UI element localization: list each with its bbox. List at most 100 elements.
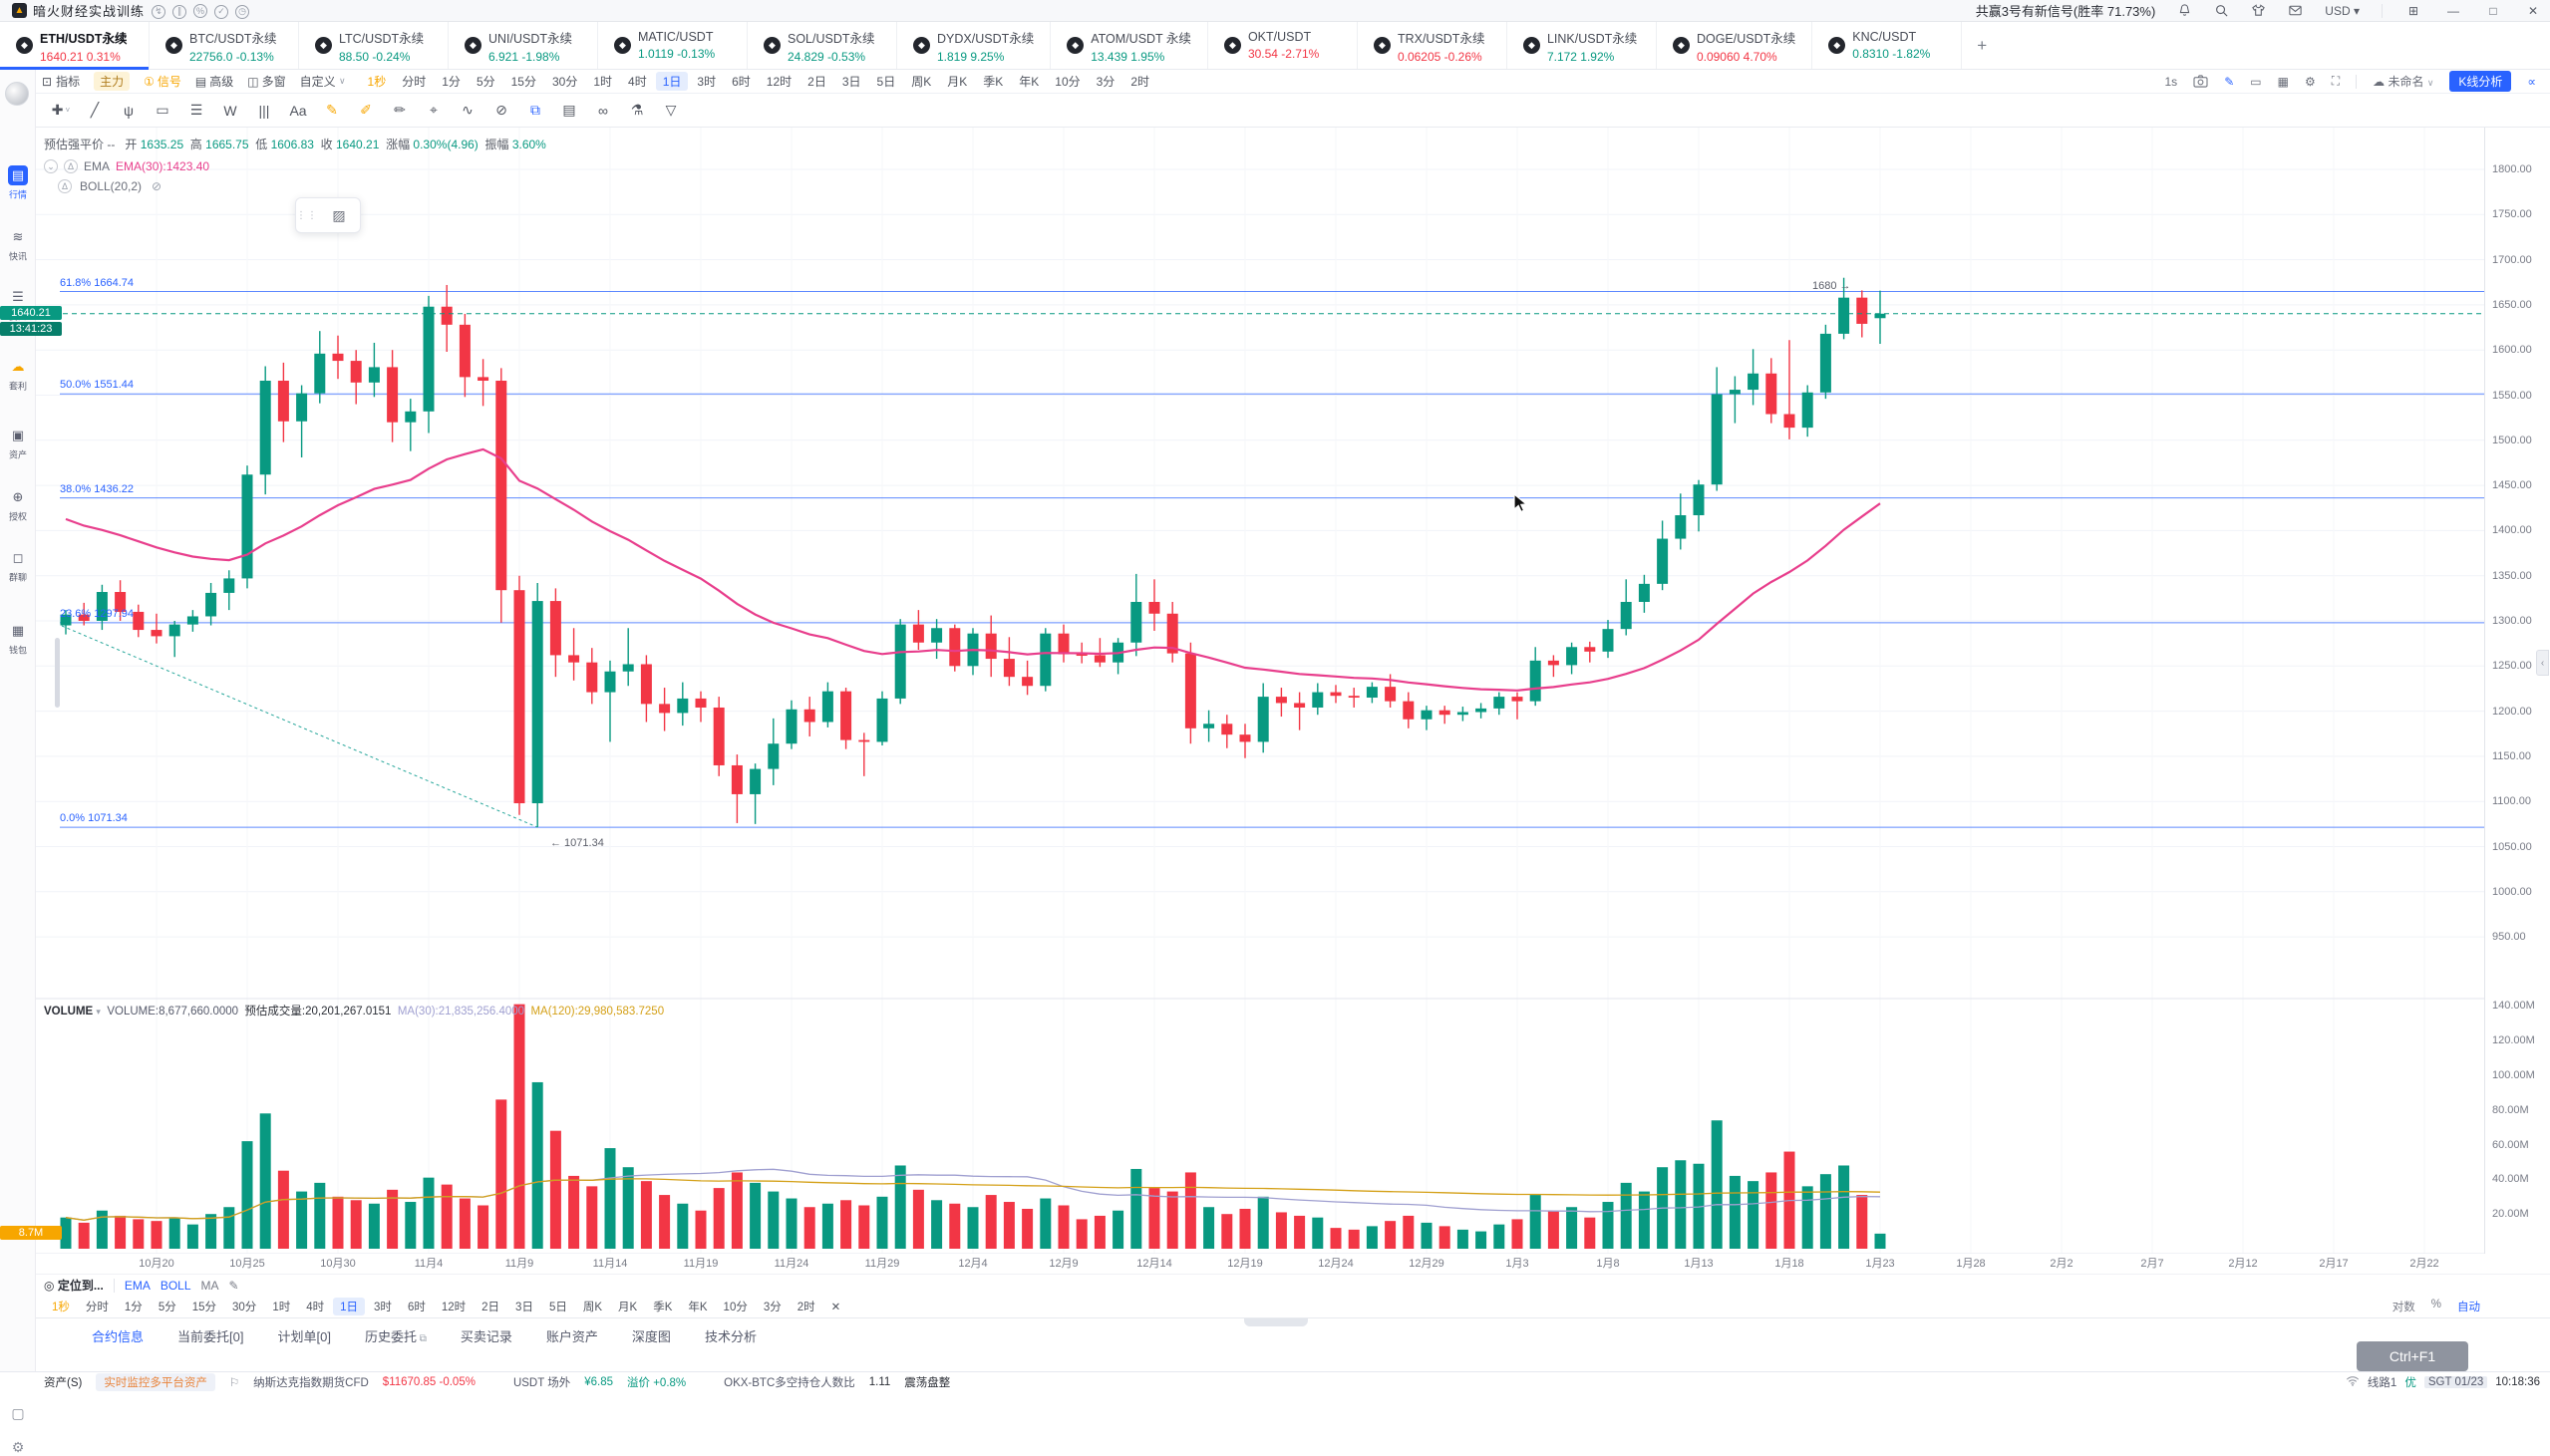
timeframe-3时[interactable]: 3时 <box>697 75 717 89</box>
symbol-tab[interactable]: ◆ BTC/USDT永续 22756.0 -0.13% <box>150 22 299 69</box>
close-timeframes-icon[interactable]: ✕ <box>830 1302 841 1313</box>
date-tick-label[interactable]: 1月23 <box>1865 1258 1895 1270</box>
date-tick-label[interactable]: 2月7 <box>2140 1258 2164 1270</box>
panel-collapse-handle[interactable]: ‹ <box>2536 650 2549 676</box>
drag-handle-icon[interactable]: ⋮⋮ <box>296 209 318 221</box>
pen-tool[interactable]: ✏ <box>385 98 415 124</box>
date-tick-label[interactable]: 12月9 <box>1049 1258 1079 1270</box>
symbol-tab[interactable]: ◆ LINK/USDT永续 7.172 1.92% <box>1507 22 1657 69</box>
crosshair-tool[interactable]: ✚ ˅ <box>46 98 76 124</box>
price-tick-label[interactable]: 1300.00 <box>2492 615 2532 627</box>
timeframe-30分[interactable]: 30分 <box>232 1302 257 1313</box>
timeframe-分时[interactable]: 分时 <box>85 1302 109 1313</box>
timeframe-3时[interactable]: 3时 <box>374 1302 392 1313</box>
pane-scrollbar[interactable] <box>55 638 60 708</box>
custom-dropdown[interactable]: 自定义 ∨ <box>299 75 346 89</box>
magnet-tool[interactable]: ⌖ <box>419 98 449 124</box>
auto-scale-toggle[interactable]: 自动 <box>2457 1302 2480 1313</box>
cloud-layout[interactable]: ☁ 未命名 ∨ <box>2373 75 2434 89</box>
mail-icon[interactable] <box>2288 3 2303 18</box>
advanced-button[interactable]: ▤ 高级 <box>194 74 234 90</box>
price-tick-label[interactable]: 1800.00 <box>2492 163 2532 175</box>
timeframe-年K[interactable]: 年K <box>688 1302 708 1313</box>
frame-icon[interactable]: ▭ <box>2250 74 2262 89</box>
date-tick-label[interactable]: 2月12 <box>2228 1258 2258 1270</box>
timeframe-2时[interactable]: 2时 <box>797 1302 815 1313</box>
price-tick-label[interactable]: 1150.00 <box>2492 749 2531 762</box>
link-tool[interactable]: ∞ <box>588 98 618 124</box>
timeframe-季K[interactable]: 季K <box>653 1302 673 1313</box>
candlestick-chart[interactable] <box>36 128 2484 1254</box>
volume-tick-label[interactable]: 60.00M <box>2492 1138 2529 1151</box>
date-tick-label[interactable]: 2月2 <box>2050 1258 2073 1270</box>
timeframe-5分[interactable]: 5分 <box>476 75 495 89</box>
indicator-alert-icon[interactable]: Δ <box>58 179 72 193</box>
price-tick-label[interactable]: 1700.00 <box>2492 253 2532 266</box>
timeframe-1时[interactable]: 1时 <box>593 75 613 89</box>
edit-pencil-icon[interactable]: ✎ <box>2224 74 2235 89</box>
timeframe-15分[interactable]: 15分 <box>510 75 536 89</box>
date-tick-label[interactable]: 12月29 <box>1409 1258 1444 1270</box>
date-tick-label[interactable]: 10月20 <box>139 1258 174 1270</box>
timeframe-周K[interactable]: 周K <box>911 75 932 89</box>
pin-tool[interactable]: ✐ <box>351 98 381 124</box>
timeframe-1分[interactable]: 1分 <box>124 1302 143 1313</box>
volume-tick-label[interactable]: 120.00M <box>2492 1034 2535 1047</box>
timezone-chip[interactable]: SGT 01/23 <box>2423 1375 2488 1388</box>
bottom-tab-买卖记录[interactable]: 买卖记录 <box>460 1329 512 1344</box>
price-tick-label[interactable]: 1650.00 <box>2492 298 2532 311</box>
timeframe-15分[interactable]: 15分 <box>191 1302 217 1313</box>
filter-tool[interactable]: ▽ <box>656 98 686 124</box>
price-tick-label[interactable]: 1200.00 <box>2492 705 2532 718</box>
symbol-tab[interactable]: ◆ KNC/USDT 0.8310 -1.82% <box>1812 22 1963 69</box>
date-tick-label[interactable]: 12月24 <box>1318 1258 1354 1270</box>
sidebar-item-钱包[interactable]: ▦ 钱包 <box>0 621 36 657</box>
date-tick-label[interactable]: 12月19 <box>1227 1258 1263 1270</box>
date-tick-label[interactable]: 2月17 <box>2319 1258 2349 1270</box>
price-tick-label[interactable]: 1000.00 <box>2492 885 2532 898</box>
timeframe-12时[interactable]: 12时 <box>441 1302 467 1313</box>
sidebar-item-群聊[interactable]: ◻ 群聊 <box>0 548 36 584</box>
timeframe-1分[interactable]: 1分 <box>442 75 461 89</box>
bottom-tab-当前委托[0][interactable]: 当前委托[0] <box>177 1329 244 1344</box>
sidebar-item-快讯[interactable]: ≋ 快讯 <box>0 227 36 263</box>
price-tick-label[interactable]: 1250.00 <box>2492 660 2532 673</box>
timeframe-30分[interactable]: 30分 <box>551 75 578 89</box>
timeframe-1秒[interactable]: 1秒 <box>52 1302 70 1313</box>
boll-toggle[interactable]: BOLL <box>159 1278 191 1293</box>
wave-tool[interactable]: ∿ <box>453 98 482 124</box>
elliott-wave-tool[interactable]: W <box>215 98 245 124</box>
line-label[interactable]: 线路1 <box>2367 1376 2397 1389</box>
timeframe-3分[interactable]: 3分 <box>763 1302 782 1313</box>
settings-gear-icon[interactable]: ⚙ <box>11 1439 25 1455</box>
volume-tick-label[interactable]: 40.00M <box>2492 1173 2529 1186</box>
date-tick-label[interactable]: 11月19 <box>683 1258 719 1270</box>
camera-icon[interactable] <box>2193 75 2208 88</box>
timeframe-1日[interactable]: 1日 <box>333 1298 366 1315</box>
sidebar-item-行情[interactable]: ▤ 行情 <box>0 165 36 201</box>
highlighter-tool[interactable]: ✎ <box>317 98 347 124</box>
timeframe-4时[interactable]: 4时 <box>628 75 647 89</box>
price-tick-label[interactable]: 1050.00 <box>2492 840 2532 853</box>
eraser-tool[interactable]: ⊘ <box>486 98 516 124</box>
timeframe-2日[interactable]: 2日 <box>807 75 826 89</box>
asset-label[interactable]: 资产(S) <box>44 1376 83 1389</box>
timeframe-季K[interactable]: 季K <box>983 75 1004 89</box>
price-tick-label[interactable]: 1550.00 <box>2492 389 2532 402</box>
search-icon[interactable] <box>2214 3 2229 18</box>
sidebar-item-套利[interactable]: ☁ 套利 <box>0 357 36 393</box>
date-tick-label[interactable]: 10月30 <box>320 1258 356 1270</box>
volume-tick-label[interactable]: 80.00M <box>2492 1103 2529 1116</box>
price-tick-label[interactable]: 1350.00 <box>2492 569 2532 582</box>
layout-window-icon[interactable]: ⊞ <box>2407 3 2419 18</box>
date-tick-label[interactable]: 1月28 <box>1956 1258 1986 1270</box>
timeframe-6时[interactable]: 6时 <box>732 75 751 89</box>
date-tick-label[interactable]: 1月13 <box>1684 1258 1714 1270</box>
date-tick-label[interactable]: 1月3 <box>1505 1258 1529 1270</box>
timeframe-2时[interactable]: 2时 <box>1130 75 1149 89</box>
price-tick-label[interactable]: 1600.00 <box>2492 344 2532 357</box>
date-tick-label[interactable]: 12月4 <box>958 1258 988 1270</box>
percent-scale-toggle[interactable]: % <box>2430 1299 2441 1310</box>
multiwindow-button[interactable]: ◫ 多窗 <box>247 74 286 90</box>
chart-style-icon[interactable]: ▨ <box>332 206 346 223</box>
